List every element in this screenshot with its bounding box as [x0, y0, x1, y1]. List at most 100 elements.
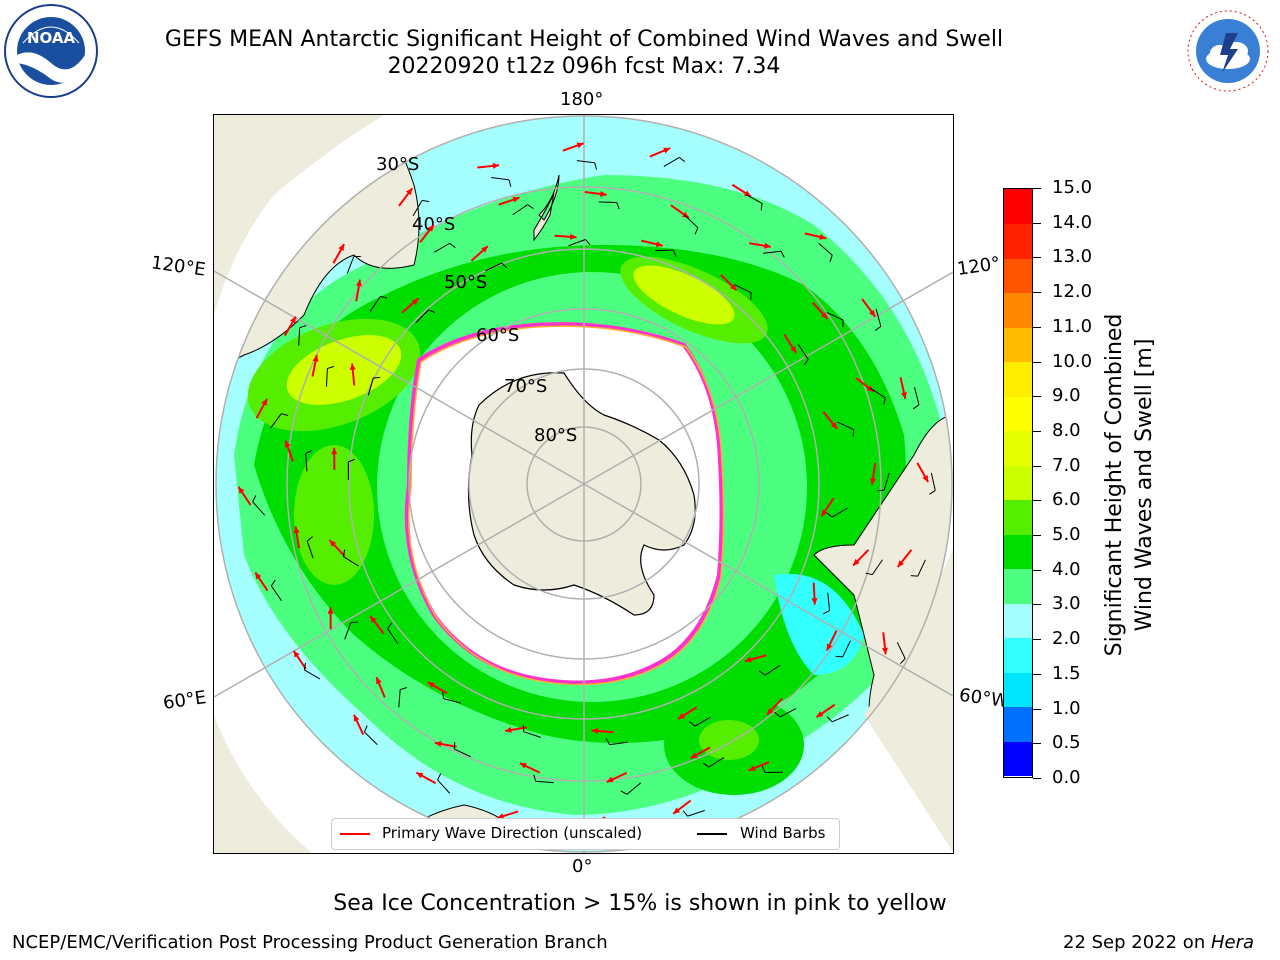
nws-logo-icon: [1180, 3, 1276, 99]
wind-barb: [869, 387, 886, 399]
wind-barb-flag: [761, 765, 766, 773]
wind-barb-flag: [342, 549, 346, 557]
colorbar-tick: [1033, 465, 1041, 467]
wave-arrow-head: [830, 422, 838, 429]
colorbar-tick: [1033, 396, 1041, 398]
wind-barb-flag: [865, 572, 873, 576]
wind-barb-flag: [874, 325, 882, 331]
wind-barb: [576, 160, 595, 164]
wave-arrow-head: [743, 190, 751, 197]
colorbar-tick: [1033, 292, 1041, 294]
wind-barb-flag: [422, 199, 430, 203]
wind-barb-flag: [803, 359, 809, 366]
wind-barb: [454, 748, 471, 758]
wave-arrow-head: [416, 772, 424, 779]
colorbar-tick-label: 5.0: [1052, 524, 1081, 546]
wind-barb: [298, 327, 301, 346]
wave-arrow-head: [411, 298, 419, 305]
wave-arrow-head: [690, 752, 698, 759]
wind-barb: [568, 239, 586, 247]
colorbar-segment: [1004, 258, 1032, 294]
colorbar-tick-label: 2.0: [1052, 628, 1081, 650]
colorbar-tick-label: 7.0: [1052, 454, 1081, 476]
colorbar-tick: [1033, 188, 1041, 189]
wave-arrow-head: [570, 233, 577, 240]
wind-barb-flag: [672, 249, 677, 257]
wind-barb-flag: [694, 227, 699, 235]
wind-barb: [412, 200, 423, 217]
legend-wave-direction: Primary Wave Direction (unscaled): [382, 824, 643, 842]
legend-barb-line: [697, 833, 727, 835]
colorbar-tick: [1033, 361, 1041, 363]
wind-barb-flag: [679, 157, 686, 163]
wave-arrow-head: [353, 714, 360, 722]
wave-arrow-head: [427, 224, 434, 232]
wind-barb: [433, 242, 451, 253]
wind-barb: [367, 377, 374, 396]
noaa-logo-icon: NOAA: [3, 3, 99, 99]
wave-arrow-head: [764, 242, 771, 249]
colorbar-tick-label: 1.5: [1052, 662, 1081, 684]
wind-barb: [369, 296, 381, 312]
wind-barb-flag: [829, 255, 833, 262]
colorbar-tick-label: 14.0: [1052, 211, 1093, 233]
wind-barb: [437, 779, 451, 794]
wind-barb: [708, 757, 725, 768]
wind-barb-flag: [453, 741, 456, 750]
wind-barb-flag: [449, 242, 456, 249]
wind-barb: [842, 640, 851, 658]
wind-barb: [655, 249, 674, 252]
wave-arrow-head: [821, 312, 828, 319]
wave-arrow-head: [819, 233, 827, 240]
wind-barb: [684, 214, 699, 229]
wind-barb-flag: [689, 721, 696, 727]
colorbar-tick: [1033, 708, 1041, 710]
wind-barb: [270, 413, 282, 429]
wave-arrow-head: [869, 478, 876, 485]
lon-label-120e: 120°E: [149, 252, 207, 281]
colorbar-segment: [1004, 499, 1032, 535]
colorbar-segment: [1004, 741, 1032, 777]
wind-barb: [694, 716, 711, 727]
wind-barb: [523, 731, 541, 738]
wind-barb: [734, 284, 752, 294]
wave-arrow-head: [312, 354, 319, 362]
colorbar-tick: [1033, 673, 1041, 675]
wave-arrow-head: [826, 643, 833, 651]
wave-arrow-head: [897, 560, 905, 568]
wind-barb-flag: [305, 449, 313, 454]
sea-ice-note: Sea Ice Concentration > 15% is shown in …: [333, 891, 947, 916]
footer-host: Hera: [1210, 932, 1254, 953]
wave-arrow-head: [881, 647, 889, 655]
wave-arrow-head: [505, 726, 512, 733]
colorbar-segment: [1004, 603, 1032, 639]
colorbar-segment: [1004, 292, 1032, 328]
wind-barb: [875, 308, 882, 327]
colorbar-segment: [1004, 327, 1032, 363]
wind-barb: [797, 344, 809, 360]
wind-barb-flag: [594, 162, 597, 170]
antarctica-land: [467, 372, 696, 616]
colorbar-label-line2: Wind Waves and Swell [m]: [1132, 338, 1157, 632]
wind-barb-flag: [616, 202, 620, 210]
wind-barb-flag: [252, 495, 257, 502]
wind-barb: [763, 250, 782, 254]
wave-direction-arrows: [237, 142, 936, 843]
colorbar-tick: [1033, 500, 1041, 502]
wind-barb-flag: [912, 404, 920, 410]
colorbar-tick-label: 3.0: [1052, 593, 1081, 615]
wave-arrow-head: [869, 309, 876, 317]
wave-arrow-head: [606, 776, 614, 783]
legend-wave-line: [340, 833, 370, 835]
graticule: [214, 115, 953, 853]
wave-arrow-head: [811, 598, 818, 605]
wind-barb: [779, 708, 797, 718]
wave-arrow-head: [405, 188, 413, 196]
wind-barb-flag: [883, 397, 886, 405]
wind-barb-flag: [442, 691, 445, 699]
wind-barb-flag: [585, 239, 591, 246]
wind-barb: [831, 507, 848, 518]
lat-label-60s: 60°S: [476, 325, 519, 346]
colorbar-tick: [1033, 639, 1041, 641]
wind-barb-flag: [877, 489, 885, 492]
